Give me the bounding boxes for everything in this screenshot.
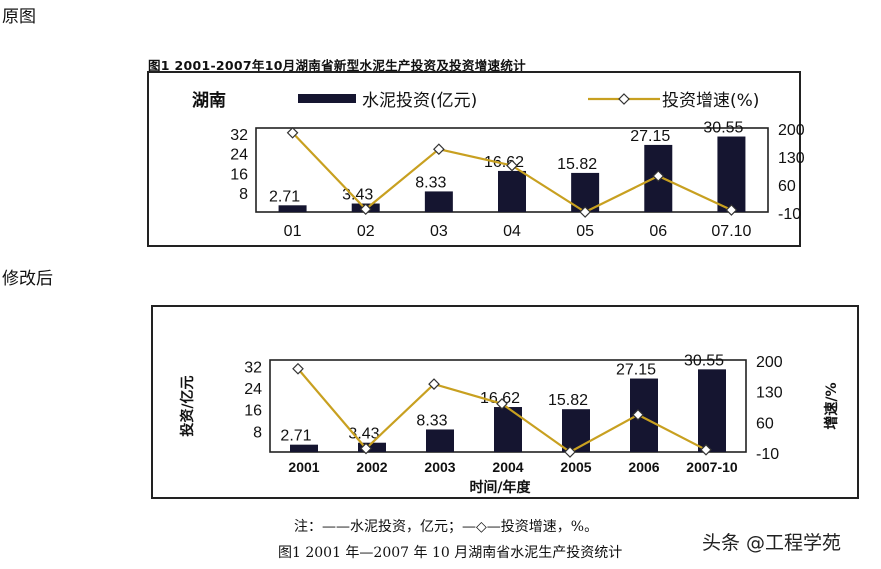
top-chart-bar-data-label: 27.15 <box>630 128 670 145</box>
top-chart-x-tick-label: 03 <box>430 223 448 240</box>
bottom-chart-growth-point <box>496 397 508 410</box>
top-chart-bar <box>278 205 307 212</box>
top-chart-region-label: 湖南 <box>192 90 226 111</box>
bottom-chart-x-tick-label: 2002 <box>356 459 387 475</box>
top-chart-growth-point <box>652 170 665 182</box>
top-chart-legend-line-label: 投资增速(%) <box>662 91 759 111</box>
bottom-chart-y-right-tick-label: -10 <box>756 446 779 463</box>
top-chart-x-tick-label: 01 <box>284 223 302 240</box>
top-chart-y-left-tick-label: 24 <box>230 147 248 164</box>
bottom-chart-growth-point <box>632 408 644 421</box>
top-chart-bar-data-label: 30.55 <box>703 120 743 137</box>
bottom-chart-x-axis-title: 时间/年度 <box>469 479 531 496</box>
bottom-chart-bar-data-label: 16.62 <box>480 390 520 407</box>
top-chart-y-right-tick-label: -10 <box>778 206 801 223</box>
bottom-chart-growth-point <box>360 442 372 455</box>
figure-caption: 图1 2001 年—2007 年 10 月湖南省水泥生产投资统计 <box>278 545 623 561</box>
bottom-chart-growth-point <box>428 378 440 390</box>
bottom-chart-x-tick-label: 2004 <box>492 459 523 475</box>
watermark-text: 头条 @工程学苑 <box>702 532 842 554</box>
top-chart-bar <box>424 191 453 212</box>
top-chart-legend-bar-label: 水泥投资(亿元) <box>362 91 477 111</box>
top-chart-growth-point <box>286 126 299 139</box>
top-chart-frame <box>147 71 801 247</box>
bottom-chart-bar <box>698 369 726 452</box>
top-chart-y-right-tick-label: 130 <box>778 150 805 167</box>
section-label-before: 原图 <box>2 7 36 27</box>
bottom-chart-x-tick-label: 2005 <box>560 459 591 475</box>
section-label-after: 修改后 <box>2 269 53 289</box>
bottom-chart-bar-data-label: 15.82 <box>548 392 588 409</box>
bottom-chart-x-tick-label: 2003 <box>424 459 455 475</box>
bottom-chart-x-tick-label: 2006 <box>628 459 659 475</box>
bottom-chart-y-left-tick-label: 8 <box>253 424 262 441</box>
bottom-chart-growth-point <box>564 446 576 458</box>
top-chart-x-tick-label: 05 <box>576 223 594 240</box>
bottom-chart-y-right-tick-label: 130 <box>756 385 783 402</box>
bottom-chart-bar <box>290 444 318 452</box>
bottom-chart-bar-data-label: 2.71 <box>280 428 311 445</box>
bottom-chart-y-right-tick-label: 60 <box>756 415 774 432</box>
bottom-chart-y-right-title: 增速/% <box>823 382 840 429</box>
bottom-chart-x-tick-label: 2001 <box>288 459 319 475</box>
top-chart-y-right-tick-label: 60 <box>778 178 796 195</box>
top-chart-y-left-tick-label: 32 <box>230 127 248 144</box>
top-chart-legend-bar-swatch <box>298 94 356 103</box>
top-chart-bar <box>498 170 526 212</box>
top-chart-growth-point <box>506 159 518 172</box>
bottom-chart-y-left-tick-label: 24 <box>244 381 262 398</box>
bottom-chart-x-tick-label: 2007-10 <box>686 459 738 475</box>
top-chart-growth-point <box>359 203 372 216</box>
top-chart-y-left-tick-label: 8 <box>239 186 248 203</box>
top-chart-y-right-tick-label: 200 <box>778 122 805 139</box>
top-chart-bar <box>717 136 746 212</box>
bottom-chart-bar-data-label: 8.33 <box>416 412 447 429</box>
top-chart-x-tick-label: 02 <box>357 223 375 240</box>
bottom-chart-y-right-tick-label: 200 <box>756 354 783 371</box>
bottom-chart-bar-data-label: 30.55 <box>684 352 724 369</box>
bottom-chart-frame <box>151 305 859 499</box>
top-chart-growth-point <box>579 206 591 218</box>
top-chart-bar-data-label: 2.71 <box>269 188 300 205</box>
top-chart-bar-data-label: 8.33 <box>415 174 446 191</box>
top-chart-growth-point <box>725 204 738 216</box>
legend-note: 注：——水泥投资，亿元；—◇—投资增速，%。 <box>294 519 599 535</box>
top-chart-x-tick-label: 07.10 <box>711 223 751 240</box>
bottom-chart-bar <box>562 409 590 452</box>
top-chart-y-left-tick-label: 16 <box>230 166 248 183</box>
top-chart-x-tick-label: 04 <box>503 223 521 240</box>
bottom-chart-y-left-title: 投资/亿元 <box>179 375 196 436</box>
bottom-chart-growth-point <box>700 443 712 456</box>
top-chart-legend-line-marker <box>618 93 630 105</box>
top-chart-title: 图1 2001-2007年10月湖南省新型水泥生产投资及投资增速统计 <box>148 58 526 73</box>
top-chart-bar-data-label: 15.82 <box>557 156 597 173</box>
bottom-chart-bar <box>358 442 386 452</box>
top-chart-bar-data-label: 3.43 <box>342 187 373 204</box>
bottom-chart-bar-data-label: 27.15 <box>616 362 656 379</box>
bottom-chart-y-left-tick-label: 32 <box>244 359 262 376</box>
top-chart-growth-point <box>433 143 445 156</box>
bottom-chart-bar <box>426 429 454 452</box>
bottom-chart-y-left-tick-label: 16 <box>244 403 262 420</box>
top-chart-x-tick-label: 06 <box>649 223 667 240</box>
bottom-chart-growth-point <box>292 362 304 375</box>
